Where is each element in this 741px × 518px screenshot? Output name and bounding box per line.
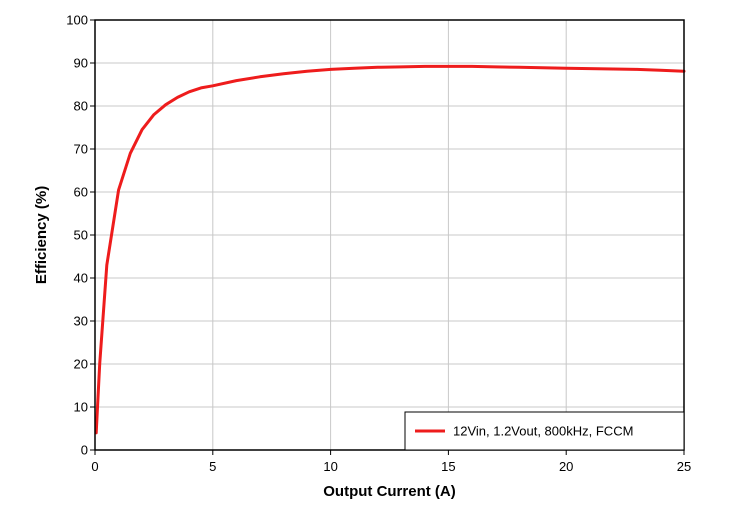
x-axis-title: Output Current (A) bbox=[323, 483, 455, 500]
legend-box bbox=[404, 411, 685, 451]
y-tick-label: 30 bbox=[74, 314, 88, 329]
y-tick-label: 100 bbox=[66, 13, 88, 28]
y-tick-label: 20 bbox=[74, 357, 88, 372]
y-axis-ticks: 0 10 20 30 40 50 60 70 80 90 100 bbox=[66, 13, 95, 458]
x-tick-label: 10 bbox=[323, 459, 337, 474]
x-tick-label: 15 bbox=[441, 459, 455, 474]
grid-lines bbox=[95, 20, 684, 450]
y-tick-label: 90 bbox=[74, 56, 88, 71]
x-axis-ticks: 0 5 10 15 20 25 bbox=[91, 450, 691, 474]
y-tick-label: 40 bbox=[74, 271, 88, 286]
y-tick-label: 10 bbox=[74, 400, 88, 415]
x-tick-label: 5 bbox=[209, 459, 216, 474]
y-tick-label: 70 bbox=[74, 142, 88, 157]
x-tick-label: 20 bbox=[559, 459, 573, 474]
series-line-efficiency bbox=[94, 64, 686, 435]
legend: 12Vin, 1.2Vout, 800kHz, FCCM bbox=[404, 411, 685, 451]
series-layer bbox=[94, 64, 686, 435]
legend-entry-label: 12Vin, 1.2Vout, 800kHz, FCCM bbox=[453, 424, 633, 439]
y-tick-label: 50 bbox=[74, 228, 88, 243]
y-tick-label: 0 bbox=[81, 443, 88, 458]
x-tick-label: 0 bbox=[91, 459, 98, 474]
y-tick-label: 80 bbox=[74, 99, 88, 114]
y-tick-label: 60 bbox=[74, 185, 88, 200]
y-axis-title: Efficiency (%) bbox=[33, 186, 50, 284]
x-tick-label: 25 bbox=[677, 459, 691, 474]
